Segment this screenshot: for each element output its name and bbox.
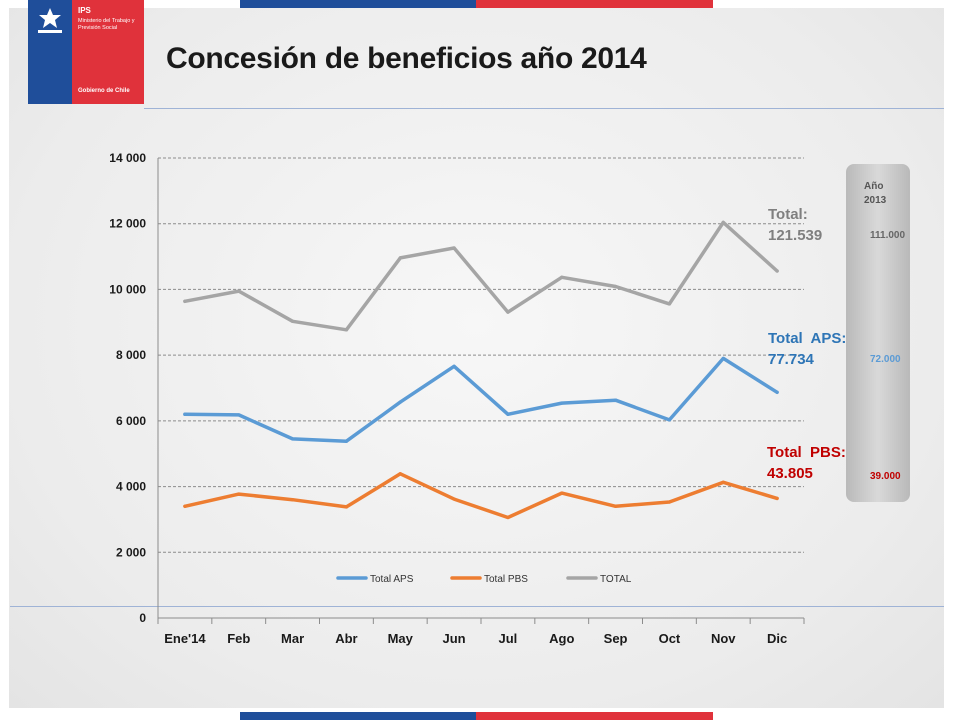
data-point (560, 275, 564, 279)
data-point (560, 491, 564, 495)
data-point (183, 412, 187, 416)
x-tick-label: Jun (443, 631, 466, 646)
x-tick-label: Abr (335, 631, 357, 646)
data-point (667, 500, 672, 504)
x-tick-label: Mar (281, 631, 304, 646)
x-tick-label: Dic (767, 631, 787, 646)
series-line-total (183, 220, 779, 332)
data-point (506, 515, 510, 520)
y-tick-label: 8 000 (116, 348, 146, 362)
data-point (775, 496, 779, 500)
data-point (560, 401, 564, 405)
aps-annotation: Total APS: 77.734 (768, 328, 846, 370)
data-point (237, 492, 241, 496)
data-point (290, 437, 295, 441)
aps-annotation-label: Total APS: (768, 330, 847, 347)
legend-label: TOTAL (600, 574, 632, 585)
total-annotation: Total: 121.539 (768, 204, 822, 246)
data-point (237, 413, 241, 417)
y-tick-label: 10 000 (109, 282, 146, 296)
aps-annotation-value: 77.734 (768, 351, 814, 368)
data-point (344, 505, 349, 509)
slide-background (9, 8, 944, 708)
x-tick-label: Nov (711, 631, 736, 646)
data-point (613, 504, 618, 508)
data-point (775, 390, 779, 394)
data-point (452, 497, 456, 501)
data-point (452, 364, 456, 368)
series-line-total-aps (183, 356, 779, 443)
bottom-bar-blue (240, 712, 476, 720)
data-point (344, 439, 349, 443)
data-point (183, 504, 187, 508)
y-tick-label: 14 000 (109, 151, 146, 165)
x-tick-label: Ene'14 (164, 631, 206, 646)
data-point (667, 302, 672, 306)
data-point (721, 356, 725, 361)
pbs-annotation: Total PBS: 43.805 (767, 442, 846, 484)
y-tick-label: 2 000 (116, 545, 146, 559)
x-tick-label: Feb (227, 631, 250, 646)
data-point (506, 412, 510, 416)
top-bar-blue (240, 0, 476, 8)
data-point (237, 289, 241, 293)
pbs-annotation-value: 43.805 (767, 465, 813, 482)
y-tick-label: 6 000 (116, 414, 146, 428)
data-point (613, 284, 618, 289)
x-tick-label: Sep (604, 631, 628, 646)
legend-label: Total PBS (484, 574, 528, 585)
data-point (506, 310, 510, 314)
bottom-bar-red (476, 712, 713, 720)
data-point (775, 269, 779, 273)
x-tick-label: May (388, 631, 414, 646)
x-tick-label: Ago (549, 631, 574, 646)
data-point (344, 328, 349, 332)
total-annotation-value: 121.539 (768, 227, 823, 244)
data-point (721, 220, 725, 224)
top-bar-red (476, 0, 713, 8)
y-tick-label: 4 000 (116, 480, 146, 494)
data-point (398, 472, 402, 476)
data-point (290, 498, 295, 502)
page-title: Concesión de beneficios año 2014 (166, 42, 647, 75)
data-point (398, 256, 402, 260)
data-point (613, 398, 618, 402)
logo-ips-name: IPS (78, 6, 91, 15)
x-tick-label: Oct (659, 631, 681, 646)
footer-divider (10, 606, 944, 607)
data-point (667, 418, 672, 422)
year-2013-label: Año 2013 (864, 181, 887, 206)
data-point (290, 319, 295, 323)
y-tick-label: 0 (139, 611, 146, 625)
x-tick-label: Jul (499, 631, 518, 646)
y-tick-label: 12 000 (109, 217, 146, 231)
data-point (452, 246, 456, 250)
ips-logo: IPS Ministerio del Trabajo y Previsión S… (28, 0, 144, 104)
pbs-annotation-label: Total PBS: (767, 444, 846, 461)
logo-ministry: Ministerio del Trabajo y Previsión Socia… (78, 18, 135, 31)
data-point (183, 299, 187, 303)
data-point (721, 480, 725, 484)
chile-crest-icon (38, 8, 62, 33)
series-line-total-pbs (183, 472, 779, 520)
year-2013-pbs: 39.000 (870, 471, 901, 482)
year-2013-panel (846, 164, 910, 502)
year-2013-aps: 72.000 (870, 354, 901, 365)
legend-label: Total APS (370, 574, 414, 585)
header-divider (144, 108, 944, 109)
year-2013-total: 111.000 (870, 230, 906, 241)
total-annotation-label: Total: (768, 206, 808, 223)
logo-government: Gobierno de Chile (78, 88, 130, 94)
data-point (398, 400, 402, 404)
